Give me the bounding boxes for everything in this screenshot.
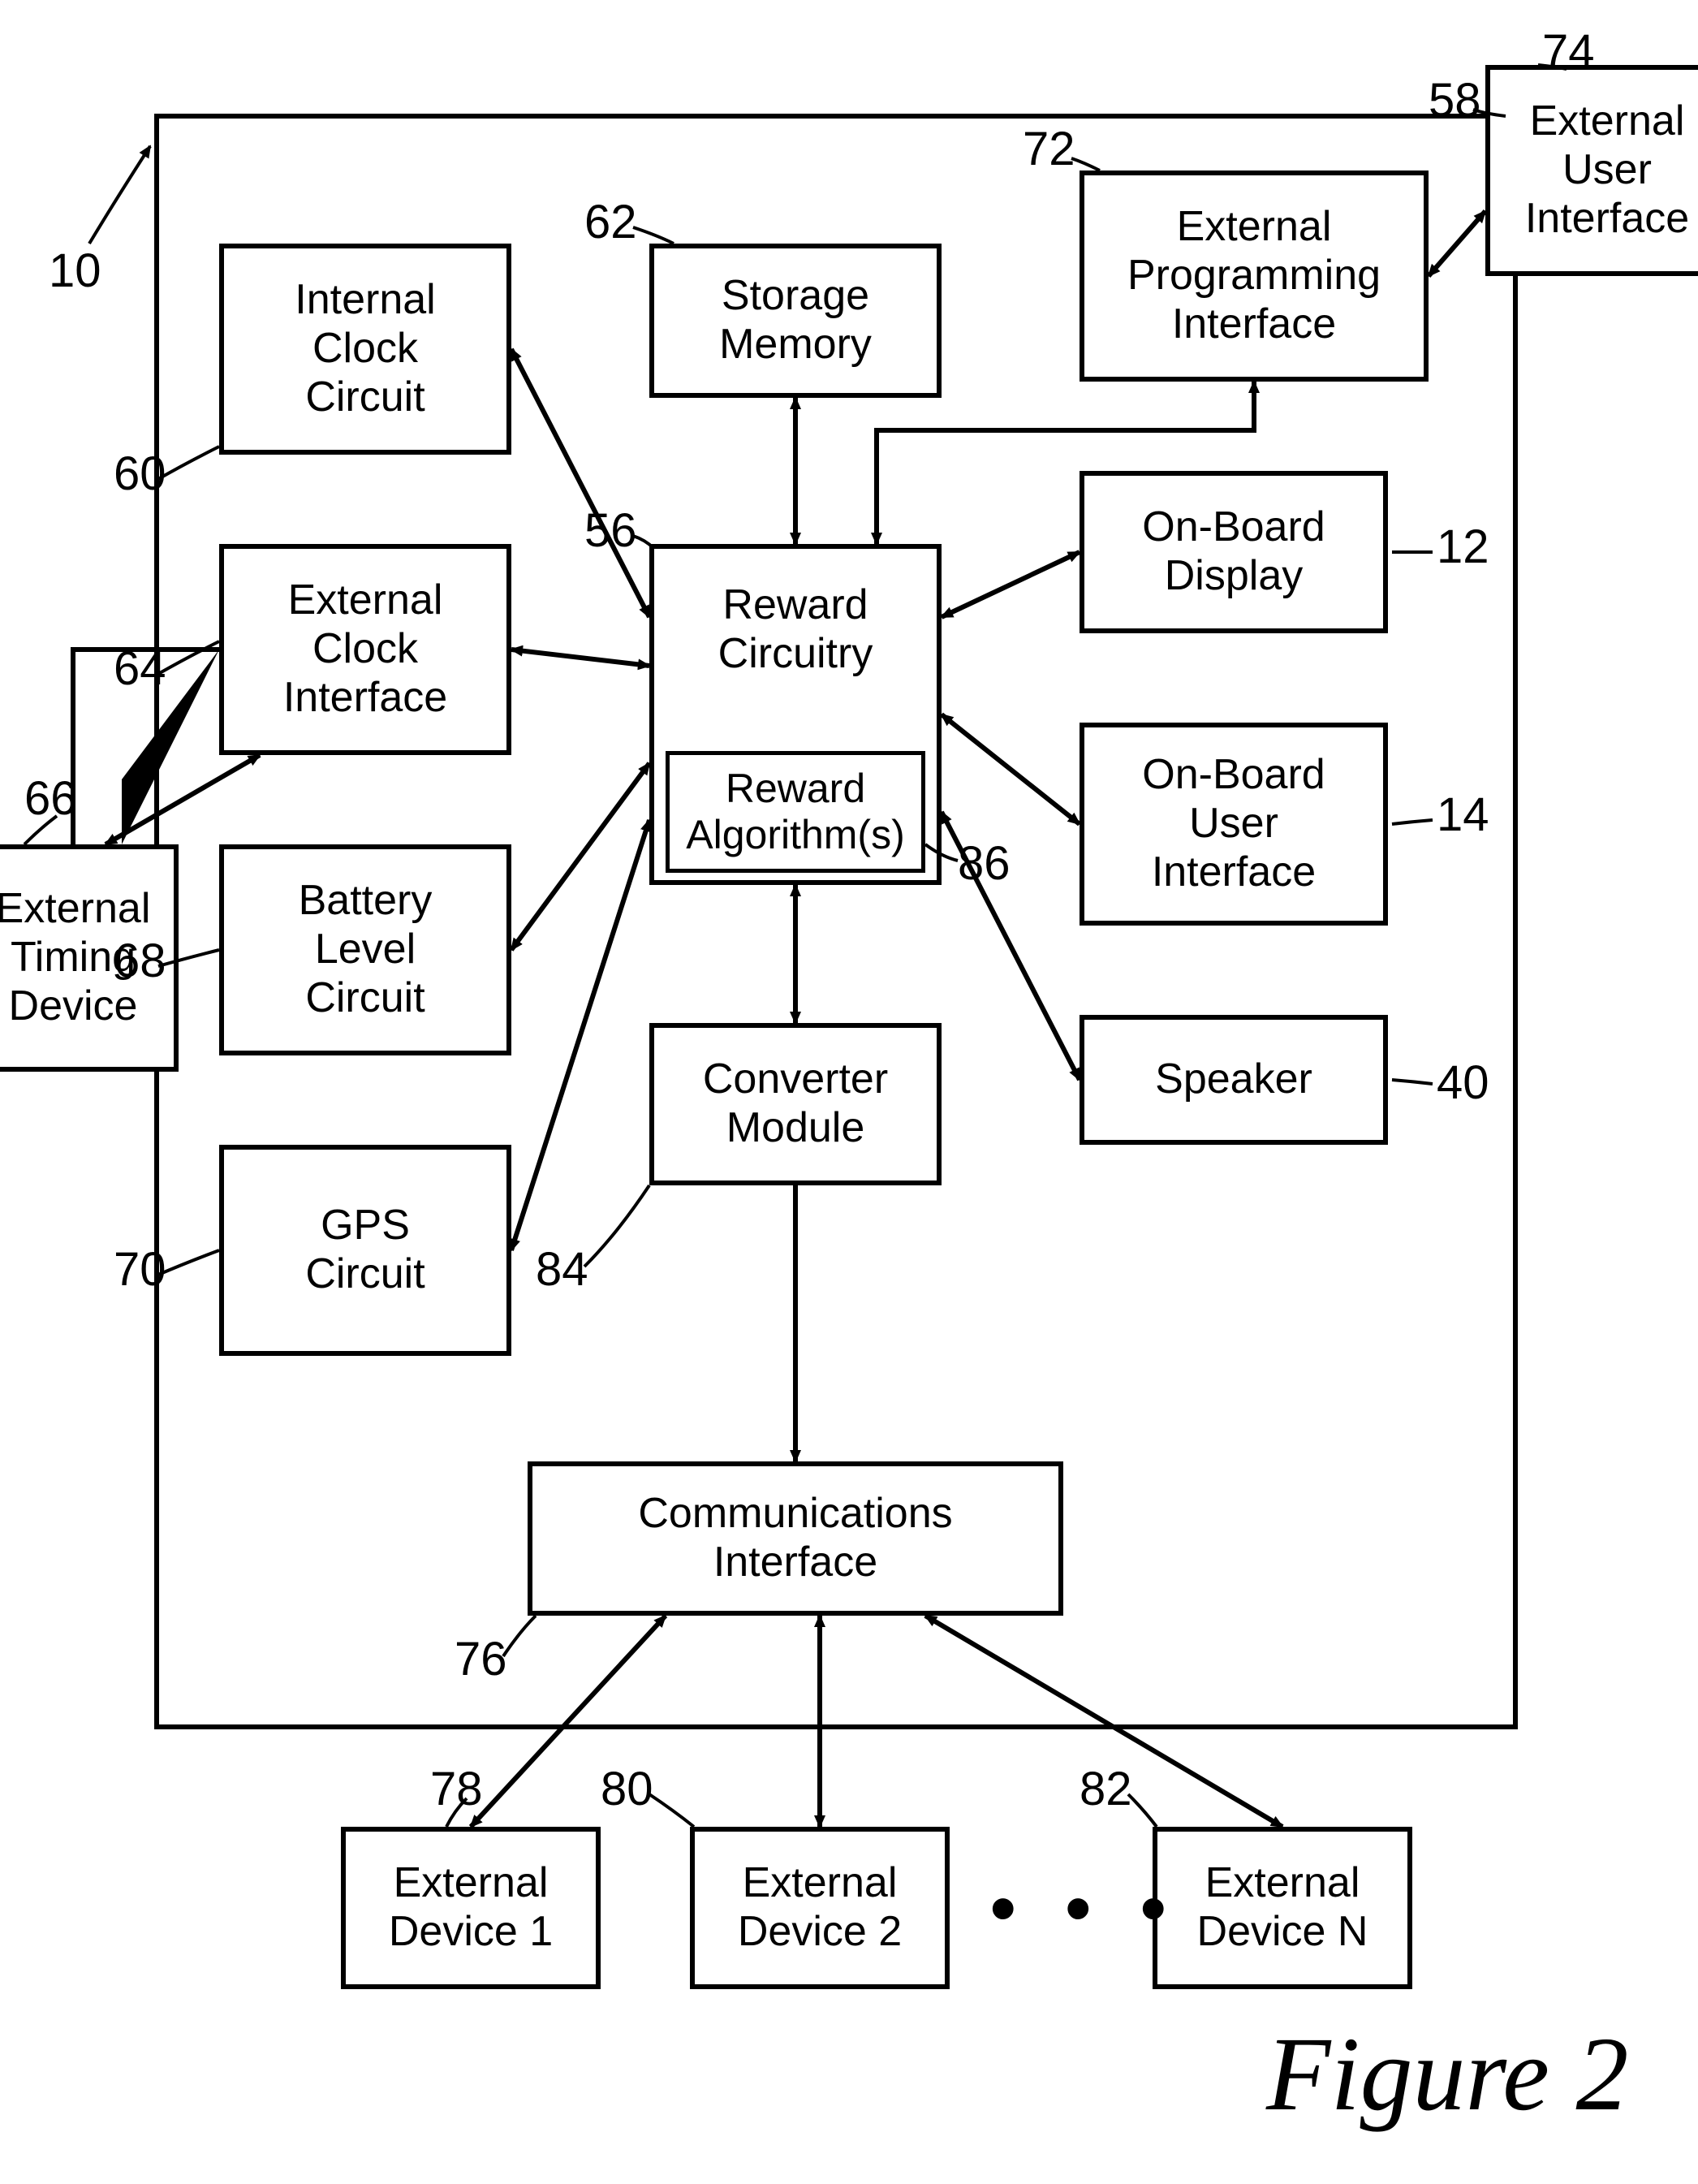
block-label: ExternalProgrammingInterface [1127, 203, 1381, 348]
figure-caption: Figure 2 [1266, 2014, 1629, 2135]
ellipsis-devices: • • • [990, 1867, 1181, 1951]
block-ext-device-1: ExternalDevice 1 [341, 1827, 601, 1989]
block-communications-interface: CommunicationsInterface [528, 1461, 1063, 1616]
ref-80: 80 [601, 1762, 653, 1816]
ref-58: 58 [1429, 73, 1481, 127]
block-label: RewardAlgorithm(s) [686, 766, 904, 859]
block-label: On-BoardDisplay [1142, 503, 1325, 601]
ref-72: 72 [1023, 122, 1075, 176]
diagram-canvas: InternalClockCircuit ExternalClockInterf… [0, 0, 1698, 2184]
ref-70: 70 [114, 1242, 166, 1297]
ref-62: 62 [584, 195, 637, 249]
block-label: On-BoardUserInterface [1142, 751, 1325, 896]
block-label: CommunicationsInterface [638, 1490, 952, 1587]
ref-64: 64 [114, 641, 166, 696]
block-label: GPSCircuit [305, 1202, 424, 1299]
ref-86: 86 [958, 836, 1011, 891]
ref-40: 40 [1437, 1055, 1489, 1110]
block-label: ExternalDevice 2 [738, 1859, 902, 1957]
block-label: StorageMemory [719, 272, 872, 369]
ref-66: 66 [24, 771, 77, 826]
block-ext-programming-interface: ExternalProgrammingInterface [1080, 170, 1429, 382]
ref-78: 78 [430, 1762, 483, 1816]
ref-84: 84 [536, 1242, 588, 1297]
block-onboard-user-interface: On-BoardUserInterface [1080, 723, 1388, 926]
block-onboard-display: On-BoardDisplay [1080, 471, 1388, 633]
block-label: BatteryLevelCircuit [299, 877, 433, 1022]
block-label: ExternalClockInterface [283, 576, 447, 722]
block-gps: GPSCircuit [219, 1145, 511, 1356]
block-ext-user-interface: ExternalUserInterface [1485, 65, 1698, 276]
ref-10: 10 [49, 244, 101, 298]
block-label: RewardCircuitry [654, 581, 937, 679]
block-battery-level: BatteryLevelCircuit [219, 844, 511, 1055]
block-label: ExternalDevice N [1197, 1859, 1368, 1957]
ref-68: 68 [114, 934, 166, 988]
block-label: InternalClockCircuit [295, 276, 435, 421]
block-ext-clock-interface: ExternalClockInterface [219, 544, 511, 755]
block-label: ExternalDevice 1 [389, 1859, 553, 1957]
block-speaker: Speaker [1080, 1015, 1388, 1145]
block-storage-memory: StorageMemory [649, 244, 942, 398]
block-label: Speaker [1155, 1055, 1312, 1104]
ref-12: 12 [1437, 520, 1489, 574]
block-converter-module: ConverterModule [649, 1023, 942, 1185]
block-ext-device-n: ExternalDevice N [1153, 1827, 1412, 1989]
block-label: ConverterModule [703, 1055, 888, 1153]
block-internal-clock: InternalClockCircuit [219, 244, 511, 455]
ref-60: 60 [114, 447, 166, 501]
block-ext-device-2: ExternalDevice 2 [690, 1827, 950, 1989]
ref-74: 74 [1542, 24, 1595, 79]
ref-76: 76 [455, 1632, 507, 1686]
ref-56: 56 [584, 503, 637, 558]
ref-14: 14 [1437, 788, 1489, 842]
block-reward-algorithm: RewardAlgorithm(s) [666, 751, 925, 873]
block-label: ExternalUserInterface [1525, 97, 1689, 243]
ref-82: 82 [1080, 1762, 1132, 1816]
